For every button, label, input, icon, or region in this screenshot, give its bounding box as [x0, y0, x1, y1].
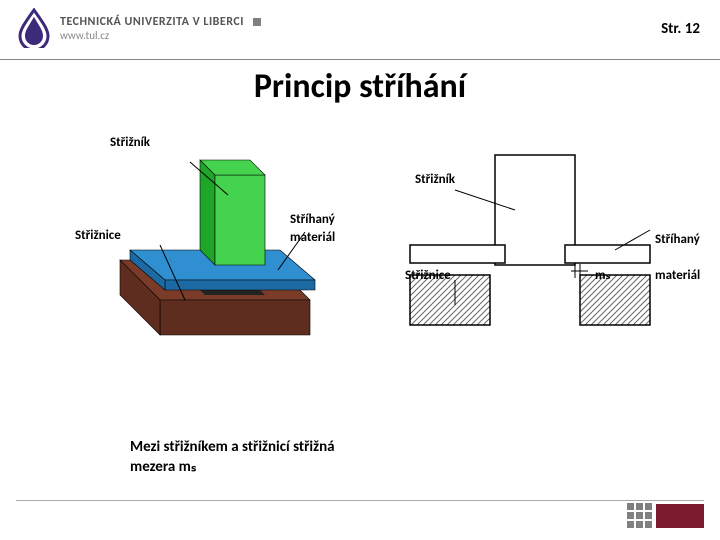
label-right-material: materiál	[655, 268, 700, 283]
uni-name: TECHNICKÁ UNIVERZITA V LIBERCI	[60, 15, 261, 29]
logo: TECHNICKÁ UNIVERZITA V LIBERCI www.tul.c…	[16, 8, 261, 48]
label-right-ms: mₛ	[595, 268, 610, 283]
label-left-striznice: Střižnice	[75, 228, 121, 243]
accent-block	[656, 504, 704, 528]
grid-icon	[627, 503, 652, 528]
slide-title: Princip stříhání	[0, 66, 720, 107]
label-left-strihany: Stříhaný	[290, 212, 335, 227]
page-number: Str. 12	[661, 20, 700, 38]
footer	[16, 500, 704, 528]
label-right-strihany: Stříhaný	[655, 232, 700, 247]
footer-decor	[627, 503, 704, 528]
left-3d-diagram	[90, 140, 350, 350]
label-right-striznice: Střižnice	[405, 268, 451, 283]
label-left-striznik: Střižník	[110, 135, 150, 150]
caption: Mezi střižníkem a střižnicí střižná meze…	[130, 438, 430, 477]
label-right-striznik: Střižník	[415, 172, 455, 187]
content-area: Střižník Střižnice Stříhaný materiál Stř…	[0, 120, 720, 460]
label-left-material: materiál	[290, 230, 335, 245]
header: TECHNICKÁ UNIVERZITA V LIBERCI www.tul.c…	[0, 0, 720, 60]
uni-url: www.tul.cz	[60, 29, 261, 42]
droplet-icon	[16, 8, 52, 48]
